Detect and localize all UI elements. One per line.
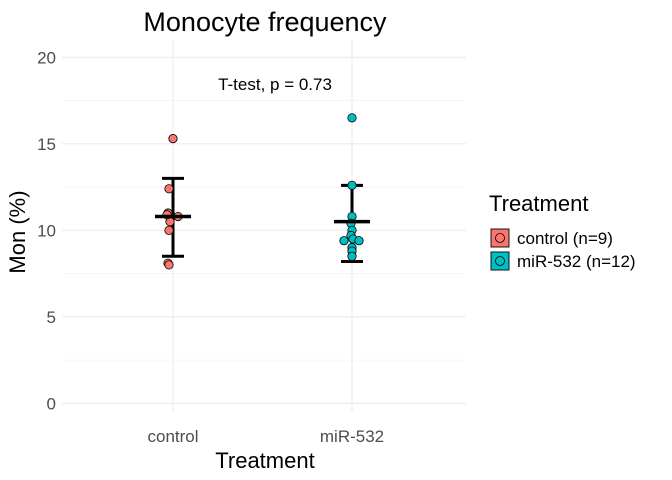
data-point — [347, 180, 357, 190]
y-tick-label: 20 — [37, 48, 56, 67]
y-tick-label: 15 — [37, 135, 56, 154]
error-bars — [162, 176, 363, 263]
data-point — [164, 184, 174, 194]
legend-key-point — [495, 256, 505, 266]
data-point — [339, 236, 349, 246]
x-axis-title: Treatment — [215, 448, 314, 473]
y-tick-label: 10 — [37, 221, 56, 240]
legend-label: control (n=9) — [517, 229, 613, 248]
y-tick-label: 5 — [47, 308, 56, 327]
data-point — [347, 113, 357, 123]
x-tick-label: control — [147, 427, 198, 446]
data-point — [164, 260, 174, 270]
data-point — [164, 225, 174, 235]
x-tick-labels: control miR-532 — [147, 427, 384, 446]
legend-title: Treatment — [489, 191, 588, 216]
x-tick-label: miR-532 — [320, 427, 384, 446]
t-test-annotation: T-test, p = 0.73 — [218, 75, 332, 94]
data-point — [354, 236, 364, 246]
y-axis-title: Mon (%) — [5, 190, 30, 273]
data-point — [347, 251, 357, 261]
y-tick-label: 0 — [47, 394, 56, 413]
data-point — [168, 134, 178, 144]
legend-key-point — [495, 233, 505, 243]
legend: Treatment control (n=9) miR-532 (n=12) — [489, 191, 636, 271]
grid — [62, 40, 466, 412]
legend-label: miR-532 (n=12) — [517, 252, 636, 271]
y-tick-labels: 0 5 10 15 20 — [37, 48, 56, 413]
data-points — [162, 113, 364, 270]
chart-title: Monocyte frequency — [143, 7, 387, 37]
mean-lines — [155, 214, 370, 224]
